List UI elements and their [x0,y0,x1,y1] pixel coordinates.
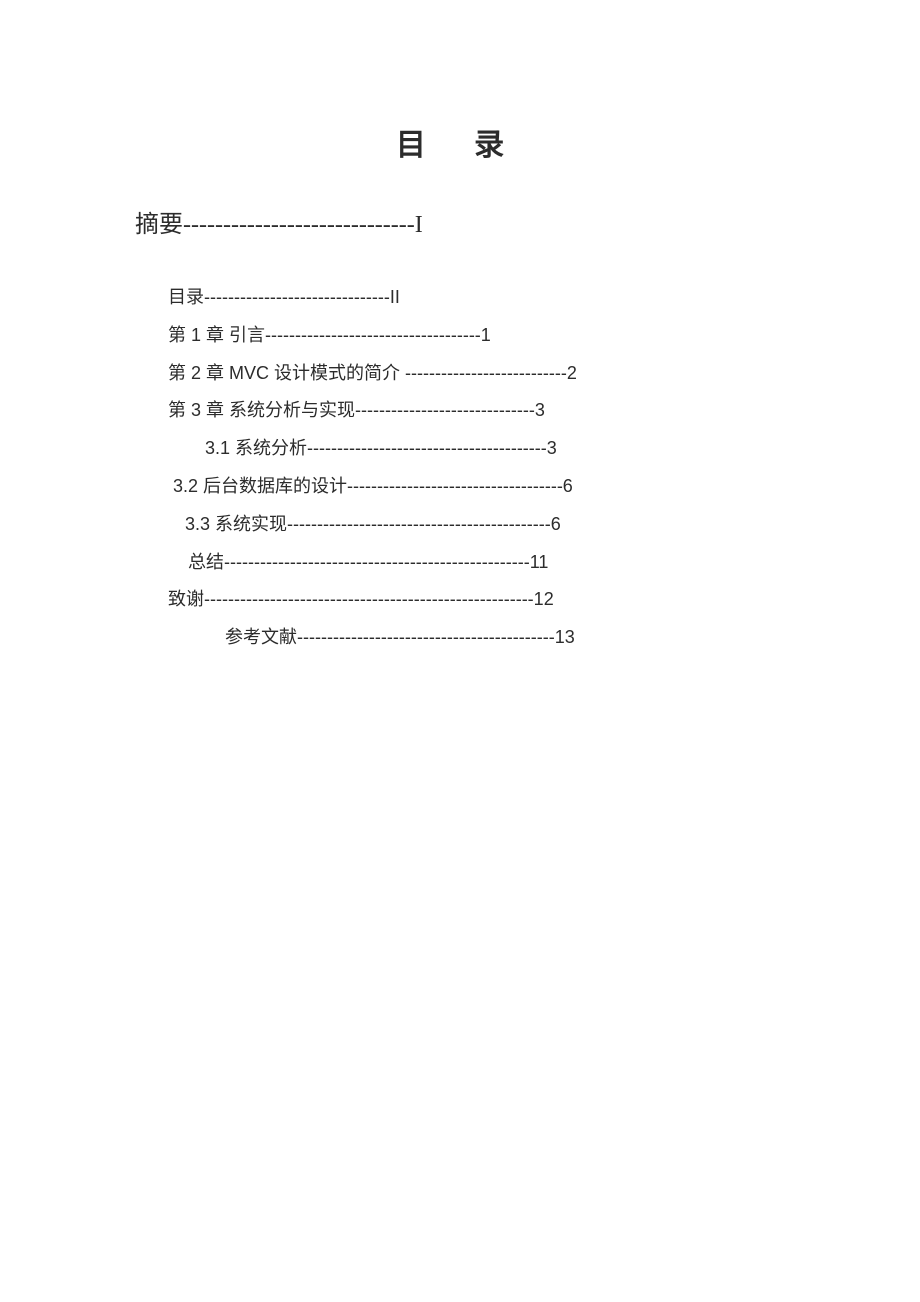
toc-entry: 总结--------------------------------------… [188,544,790,582]
toc-entry: 3.1 系统分析--------------------------------… [205,430,790,468]
toc-entry: 第 2 章 MVC 设计模式的简介 ----------------------… [168,355,790,393]
toc-entry: 3.3 系统实现--------------------------------… [185,506,790,544]
toc-abstract-heading: 摘要-----------------------------I [135,204,790,239]
toc-body: 目录-------------------------------II 第 1 … [130,279,790,657]
toc-entry: 目录-------------------------------II [168,279,790,317]
toc-entry: 致谢--------------------------------------… [168,581,790,619]
toc-entry: 参考文献------------------------------------… [225,619,790,657]
toc-entry: 第 3 章 系统分析与实现---------------------------… [168,392,790,430]
toc-entry: 第 1 章 引言--------------------------------… [168,317,790,355]
toc-title: 目 录 [130,120,790,164]
toc-entry: 3.2 后台数据库的设计----------------------------… [173,468,790,506]
